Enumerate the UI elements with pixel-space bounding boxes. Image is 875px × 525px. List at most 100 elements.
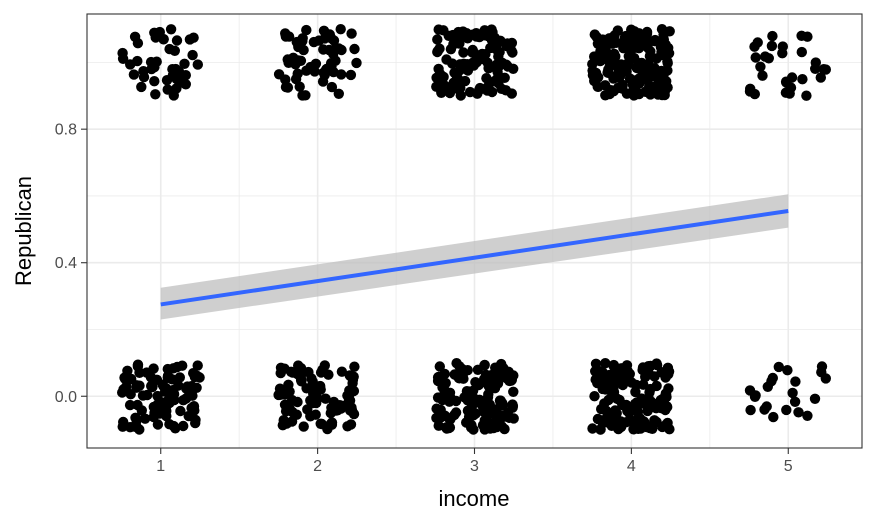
axis-ticks: 1 2 3 4 5 0.0 0.4 0.8 — [55, 122, 793, 475]
data-point — [336, 403, 347, 414]
data-point — [301, 24, 312, 36]
data-point — [609, 361, 620, 372]
data-point — [117, 387, 128, 398]
data-point — [171, 35, 183, 46]
data-point — [128, 69, 140, 80]
data-point — [749, 88, 760, 100]
data-point — [317, 364, 328, 375]
data-point — [644, 50, 656, 62]
data-point — [793, 407, 804, 418]
data-point — [438, 25, 449, 36]
data-point — [162, 372, 173, 383]
data-point — [782, 365, 793, 376]
data-point — [457, 26, 469, 37]
data-point — [508, 370, 519, 381]
data-point — [483, 63, 494, 74]
data-point — [768, 411, 779, 423]
data-point — [508, 386, 519, 397]
data-point — [755, 61, 766, 72]
data-point — [117, 47, 128, 59]
data-point — [131, 382, 142, 393]
data-point — [326, 417, 338, 428]
data-point — [491, 404, 502, 415]
data-point — [760, 51, 771, 62]
data-point — [635, 413, 646, 424]
data-point — [181, 383, 192, 394]
data-point — [307, 61, 318, 72]
data-point — [132, 361, 144, 372]
data-point — [152, 419, 164, 430]
data-point — [474, 394, 485, 405]
data-point — [306, 373, 317, 384]
data-point — [607, 379, 618, 390]
data-point — [145, 372, 157, 383]
data-point — [284, 386, 295, 397]
data-point — [615, 62, 626, 73]
data-point — [286, 416, 298, 427]
data-point — [438, 390, 449, 401]
data-point — [321, 63, 332, 75]
data-point — [750, 52, 761, 63]
data-point — [279, 363, 290, 374]
data-point — [493, 58, 504, 69]
data-point — [595, 424, 606, 435]
data-point — [598, 376, 610, 387]
data-point — [345, 419, 357, 430]
data-point — [644, 361, 655, 373]
data-point — [481, 73, 492, 84]
data-point — [192, 360, 203, 371]
data-point — [662, 417, 673, 429]
data-point — [434, 43, 445, 54]
data-point — [591, 31, 602, 43]
data-point — [349, 43, 360, 55]
data-point — [507, 402, 518, 413]
data-point — [435, 75, 446, 86]
data-point — [333, 88, 344, 100]
data-point — [801, 90, 812, 101]
data-point — [617, 79, 628, 91]
data-point — [335, 24, 346, 35]
y-tick-label: 0.8 — [55, 122, 77, 139]
data-point — [451, 73, 463, 84]
data-point — [590, 67, 602, 79]
data-point — [191, 382, 202, 393]
data-point — [434, 361, 445, 372]
data-point — [752, 37, 763, 48]
data-point — [297, 35, 308, 47]
data-point — [500, 85, 512, 96]
data-point — [809, 393, 821, 404]
data-point — [302, 404, 313, 415]
data-point — [149, 76, 160, 87]
data-point — [653, 78, 664, 90]
regression-line — [160, 208, 789, 307]
data-point — [592, 413, 604, 425]
data-point — [745, 404, 756, 416]
data-point — [161, 410, 172, 422]
data-point — [587, 423, 598, 434]
data-point — [495, 363, 506, 375]
data-point — [600, 44, 611, 55]
data-point — [611, 72, 623, 83]
data-point — [626, 34, 638, 45]
data-point — [810, 63, 821, 74]
data-point — [488, 422, 499, 434]
data-point — [279, 416, 290, 427]
data-point — [820, 64, 831, 75]
data-point — [280, 31, 292, 42]
data-point — [168, 420, 179, 432]
data-point — [767, 372, 778, 384]
data-point — [188, 368, 199, 379]
data-point — [344, 389, 355, 400]
data-point — [188, 401, 200, 412]
data-point — [132, 55, 143, 67]
data-point — [600, 358, 611, 369]
data-point — [507, 47, 518, 58]
data-point — [744, 385, 756, 396]
data-point — [167, 63, 178, 75]
data-point — [454, 59, 466, 70]
data-point — [615, 421, 627, 433]
data-point — [439, 368, 450, 380]
data-point — [644, 387, 655, 398]
data-point — [493, 78, 504, 89]
